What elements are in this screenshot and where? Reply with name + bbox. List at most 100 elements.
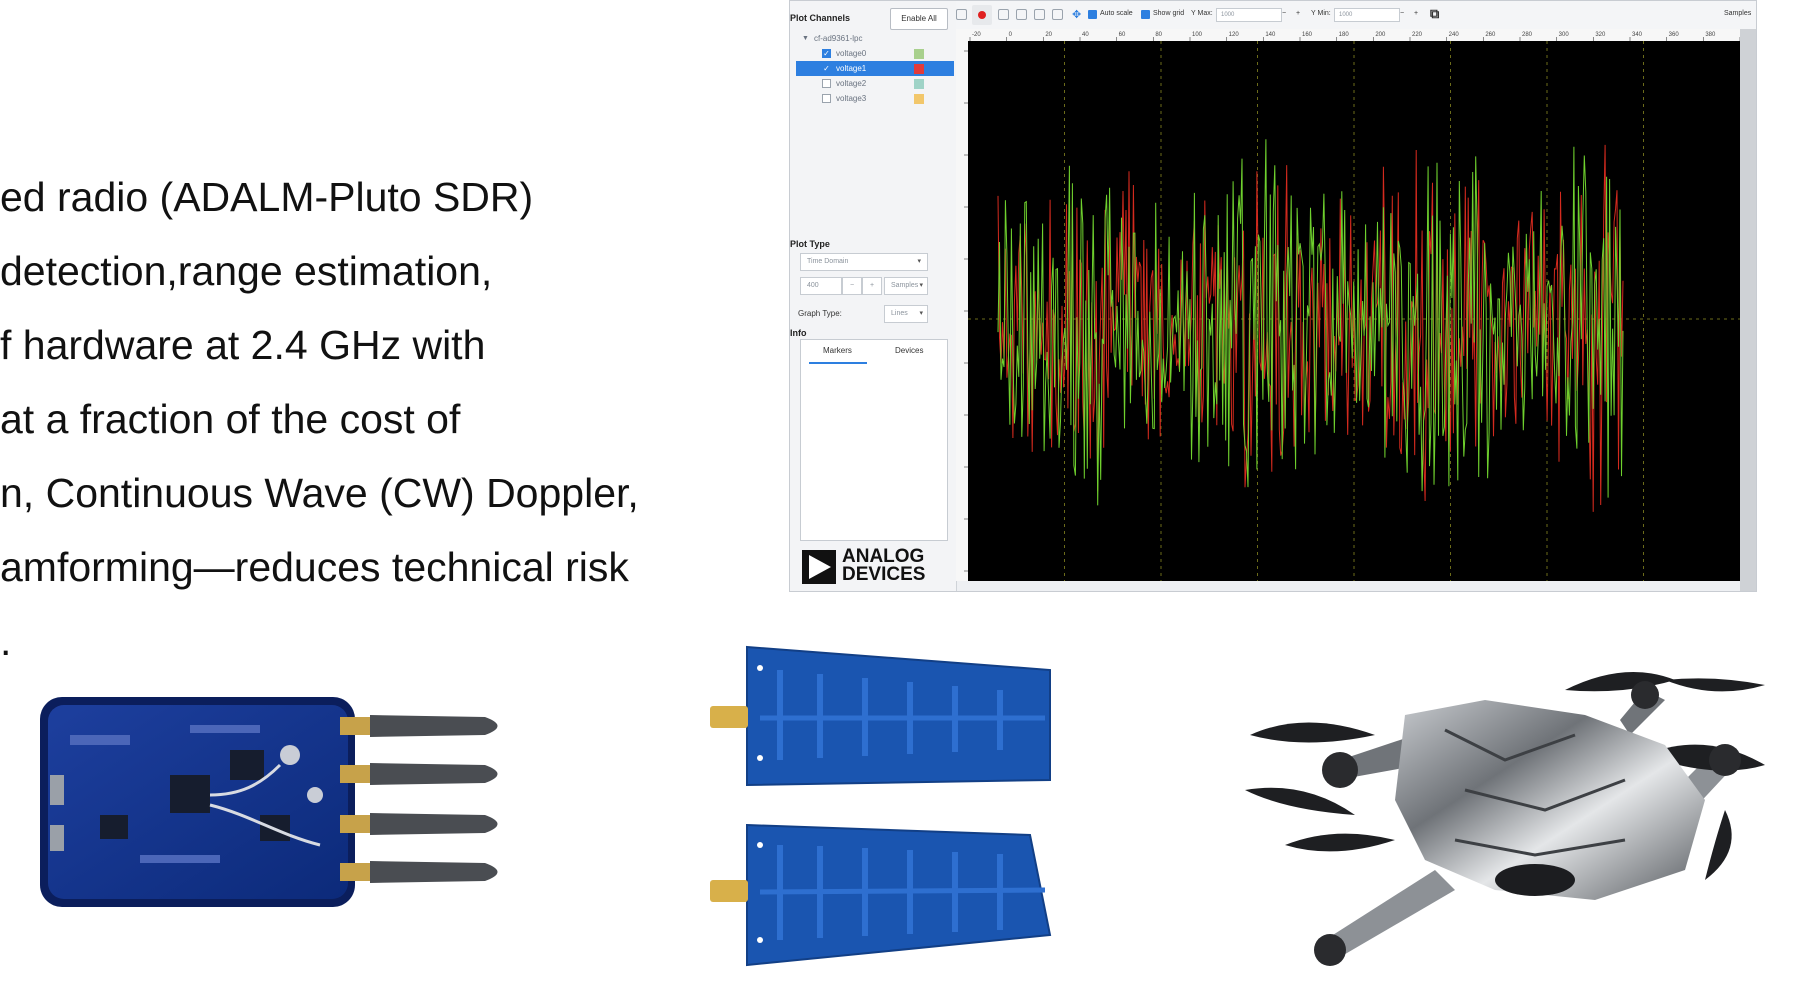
buffer-unit-value: Samples bbox=[891, 282, 919, 289]
x-tick-label: 360 bbox=[1669, 32, 1680, 38]
run-button[interactable] bbox=[972, 5, 992, 25]
x-tick-label: 200 bbox=[1375, 32, 1386, 38]
channel-checkbox[interactable] bbox=[822, 79, 831, 88]
info-title: Info bbox=[790, 328, 807, 338]
plot-type-value: Time Domain bbox=[807, 258, 849, 265]
x-tick-label: 260 bbox=[1485, 32, 1496, 38]
x-tick-label: 20 bbox=[1045, 32, 1052, 38]
x-tick-label: 100 bbox=[1192, 32, 1203, 38]
tab-devices[interactable]: Devices bbox=[895, 346, 924, 355]
text-line: n, Continuous Wave (CW) Doppler, bbox=[0, 470, 639, 516]
samples-label: Samples bbox=[1724, 10, 1752, 17]
voltage0-trace bbox=[997, 139, 1624, 506]
plot-type-dropdown[interactable]: Time Domain ▾ bbox=[800, 253, 928, 271]
ymin-label: Y Min: bbox=[1311, 10, 1331, 17]
device-row[interactable]: ▼ cf-ad9361-lpc bbox=[796, 31, 954, 46]
channel-row-voltage1[interactable]: ✓ voltage1 bbox=[796, 61, 954, 76]
channel-color-swatch[interactable] bbox=[914, 94, 924, 104]
plot-channels-title: Plot Channels bbox=[790, 13, 851, 23]
ymin-input[interactable]: 1000 bbox=[1334, 8, 1400, 22]
voltage1-trace bbox=[997, 144, 1624, 512]
channel-color-swatch[interactable] bbox=[914, 64, 924, 74]
ymax-increment[interactable]: + bbox=[1296, 10, 1301, 17]
drone-photo bbox=[1245, 640, 1816, 994]
logo-text-line1: ANALOG bbox=[842, 546, 925, 567]
ymax-label: Y Max: bbox=[1191, 10, 1213, 17]
ymax-decrement[interactable]: − bbox=[1282, 10, 1287, 17]
menu-icon[interactable] bbox=[956, 9, 967, 20]
channel-checkbox[interactable]: ✓ bbox=[822, 64, 831, 73]
channel-row-voltage3[interactable]: voltage3 bbox=[796, 91, 954, 106]
channel-color-swatch[interactable] bbox=[914, 79, 924, 89]
graph-type-value: Lines bbox=[891, 310, 908, 317]
x-tick-label: 160 bbox=[1302, 32, 1313, 38]
channel-row-voltage0[interactable]: ✓ voltage0 bbox=[796, 46, 954, 61]
expand-arrow-icon[interactable]: ▼ bbox=[802, 35, 809, 42]
x-tick-label: 340 bbox=[1632, 32, 1643, 38]
cursor-icon[interactable]: ✥ bbox=[1072, 9, 1082, 21]
ymax-input[interactable]: 1000 bbox=[1216, 8, 1282, 22]
increment-button[interactable]: + bbox=[862, 277, 882, 295]
add-plot-icon[interactable]: ⧉ bbox=[1430, 6, 1440, 21]
analog-devices-logo: ANALOG DEVICES bbox=[802, 546, 942, 586]
plot-toolbar: ✥ Auto scale Show grid Y Max: 1000 − + Y… bbox=[956, 1, 1756, 30]
export-icon[interactable] bbox=[1016, 9, 1027, 20]
channel-label: voltage1 bbox=[836, 64, 867, 73]
x-tick-label: 140 bbox=[1265, 32, 1276, 38]
show-grid-checkbox[interactable] bbox=[1141, 10, 1150, 19]
measure-icon[interactable] bbox=[1034, 9, 1045, 20]
show-grid-label: Show grid bbox=[1153, 10, 1185, 17]
decrement-button[interactable]: − bbox=[842, 277, 862, 295]
x-tick-label: 120 bbox=[1229, 32, 1240, 38]
x-tick-label: 180 bbox=[1339, 32, 1350, 38]
y-axis-ticks bbox=[964, 50, 968, 572]
channel-checkbox[interactable]: ✓ bbox=[822, 49, 831, 58]
text-line: amforming—reduces technical risk bbox=[0, 544, 629, 590]
buffer-size-input[interactable]: 400 bbox=[800, 277, 842, 295]
time-domain-plot[interactable] bbox=[968, 41, 1756, 581]
save-icon[interactable] bbox=[1052, 9, 1063, 20]
x-tick-label: -20 bbox=[972, 32, 981, 38]
plot-scrollbar[interactable] bbox=[1740, 29, 1756, 591]
channel-label: voltage2 bbox=[836, 79, 867, 88]
chevron-down-icon: ▾ bbox=[917, 258, 921, 265]
ymin-increment[interactable]: + bbox=[1414, 10, 1419, 17]
x-tick-label: 80 bbox=[1155, 32, 1162, 38]
waveform-canvas bbox=[968, 41, 1740, 581]
text-line: detection,range estimation, bbox=[0, 248, 493, 294]
x-axis-ticks: -20 0 20 40 60 80 100 120 140 160 180 200 220 240 260 2… bbox=[969, 32, 1753, 41]
ymin-decrement[interactable]: − bbox=[1400, 10, 1405, 17]
x-tick-label: 380 bbox=[1705, 32, 1716, 38]
channel-row-voltage2[interactable]: voltage2 bbox=[796, 76, 954, 91]
pluto-sdr-photo bbox=[40, 695, 535, 910]
x-tick-label: 220 bbox=[1412, 32, 1423, 38]
buffer-size-value: 400 bbox=[807, 282, 819, 289]
channel-checkbox[interactable] bbox=[822, 94, 831, 103]
channel-color-swatch[interactable] bbox=[914, 49, 924, 59]
enable-all-button[interactable]: Enable All bbox=[890, 8, 948, 30]
channel-tree: ▼ cf-ad9361-lpc ✓ voltage0 ✓ voltage1 voltag… bbox=[796, 31, 954, 106]
channel-label: voltage0 bbox=[836, 49, 867, 58]
antenna-photo bbox=[700, 640, 1060, 980]
auto-scale-checkbox[interactable] bbox=[1088, 10, 1097, 19]
text-line: . bbox=[0, 618, 12, 664]
record-icon bbox=[978, 11, 986, 19]
oscilloscope-window: Plot Channels Enable All ▼ cf-ad9361-lpc… bbox=[789, 0, 1757, 592]
x-tick-label: 40 bbox=[1082, 32, 1089, 38]
buffer-unit-dropdown[interactable]: Samples ▾ bbox=[884, 277, 928, 295]
graph-type-label: Graph Type: bbox=[798, 309, 842, 318]
device-label: cf-ad9361-lpc bbox=[814, 34, 863, 43]
tab-markers[interactable]: Markers bbox=[823, 346, 852, 355]
text-line: ed radio (ADALM-Pluto SDR) bbox=[0, 174, 534, 220]
graph-type-dropdown[interactable]: Lines ▾ bbox=[884, 305, 928, 323]
text-line: at a fraction of the cost of bbox=[0, 396, 461, 442]
slide-body-text: ed radio (ADALM-Pluto SDR) detection,ran… bbox=[0, 160, 760, 678]
logo-triangle-icon bbox=[802, 550, 836, 584]
chevron-down-icon: ▾ bbox=[919, 282, 923, 289]
single-capture-icon[interactable] bbox=[998, 9, 1009, 20]
text-line: f hardware at 2.4 GHz with bbox=[0, 322, 486, 368]
x-tick-label: 60 bbox=[1119, 32, 1126, 38]
chevron-down-icon: ▾ bbox=[919, 310, 923, 317]
channel-label: voltage3 bbox=[836, 94, 867, 103]
x-tick-label: 280 bbox=[1522, 32, 1533, 38]
